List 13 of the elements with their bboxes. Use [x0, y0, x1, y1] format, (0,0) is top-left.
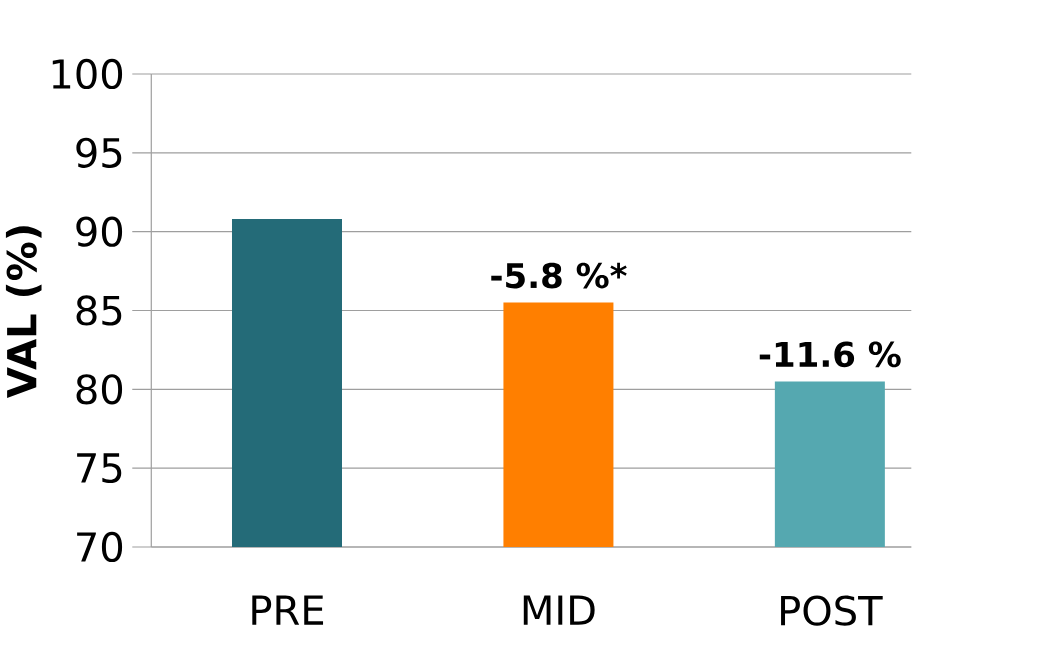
y-tick-label: 75: [77, 453, 122, 484]
y-tick-label: 100: [52, 58, 123, 90]
y-tick-label: 85: [76, 295, 122, 326]
annotation: -5.8 %*: [491, 262, 627, 289]
x-tick-label: PRE: [252, 595, 324, 625]
y-axis-title: VAL (%): [5, 226, 42, 398]
y-tick-label: 70: [77, 531, 123, 563]
x-tick-label: MID: [523, 595, 595, 625]
y-tick-label: 90: [76, 216, 123, 247]
annotation: -11.6 %: [759, 341, 901, 368]
y-tick-label: 80: [76, 374, 123, 405]
y-tick-label: 95: [76, 137, 122, 168]
x-tick-label: POST: [781, 595, 883, 626]
